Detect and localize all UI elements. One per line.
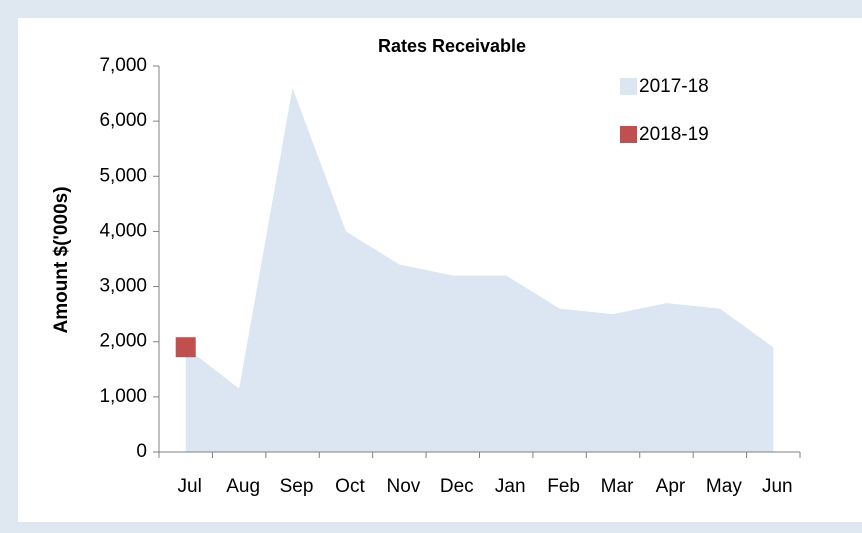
y-tick-label: 6,000 [99,110,147,131]
x-tick-label: May [706,476,742,497]
area [185,88,774,453]
x-tick-label: Feb [547,476,580,497]
x-tick-label: Aug [226,476,260,497]
x-tick-label: Mar [601,476,634,497]
chart-title: Rates Receivable [378,36,526,56]
legend-label: 2017-18 [639,76,709,97]
x-tick-label: Dec [440,476,474,497]
y-tick-label: 4,000 [99,220,147,241]
x-tick-label: Jun [762,476,793,497]
x-tick-label: Jan [495,476,526,497]
y-tick-label: 5,000 [99,165,147,186]
marker [175,337,196,358]
x-tick-label: Sep [280,476,314,497]
legend-label: 2018-19 [639,124,709,145]
x-tick-label: Apr [656,476,686,497]
x-tick-label: Nov [386,476,420,497]
y-tick-label: 2,000 [99,331,147,352]
legend-swatch [620,78,637,95]
x-tick-label: Jul [178,476,202,497]
x-tick-label: Oct [335,476,365,497]
y-tick-label: 3,000 [99,276,147,297]
y-tick-label: 7,000 [99,55,147,76]
y-tick-label: 0 [136,441,147,462]
legend-swatch [620,126,637,143]
y-tick-label: 1,000 [99,386,147,407]
y-axis-label: Amount $('000s) [51,186,72,333]
